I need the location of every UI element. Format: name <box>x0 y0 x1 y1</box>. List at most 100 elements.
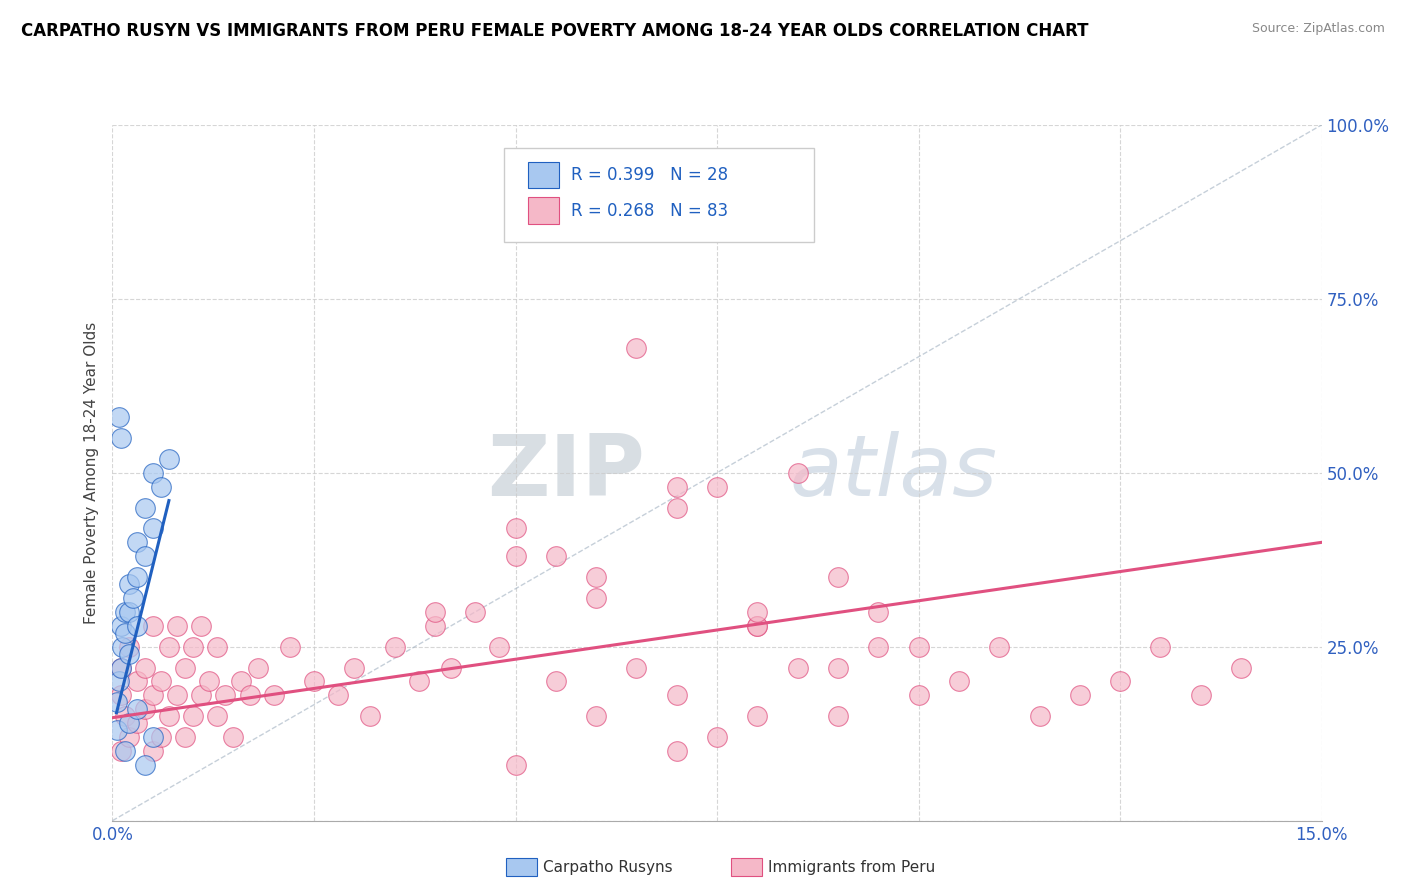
Point <box>786 660 808 674</box>
Point <box>263 689 285 703</box>
Point <box>1189 689 1212 703</box>
Point <box>488 640 510 654</box>
Point <box>181 709 204 723</box>
Point <box>142 730 165 744</box>
Point <box>117 647 139 661</box>
Point <box>134 549 156 564</box>
Point <box>149 730 172 744</box>
Point <box>246 660 269 674</box>
Point <box>505 758 527 772</box>
Point <box>302 674 325 689</box>
Point <box>142 619 165 633</box>
Point <box>827 570 849 584</box>
Point <box>125 535 148 549</box>
Point <box>440 660 463 674</box>
Point <box>1149 640 1171 654</box>
Point <box>343 660 366 674</box>
Point <box>423 619 446 633</box>
Point <box>110 660 132 674</box>
Point <box>207 709 229 723</box>
Point <box>1069 689 1091 703</box>
Point <box>1230 660 1253 674</box>
Point <box>948 674 970 689</box>
Point <box>222 730 245 744</box>
Point <box>988 640 1011 654</box>
Point <box>117 605 139 619</box>
Point <box>117 730 139 744</box>
Point <box>174 660 197 674</box>
Point <box>238 689 260 703</box>
Point <box>105 695 128 709</box>
Point <box>134 758 156 772</box>
Text: ZIP: ZIP <box>486 431 644 515</box>
Point <box>114 605 136 619</box>
Point <box>142 466 165 480</box>
Text: Immigrants from Peru: Immigrants from Peru <box>768 860 935 874</box>
Point <box>868 640 890 654</box>
Point <box>110 431 132 445</box>
Point <box>125 702 148 716</box>
Point <box>626 341 648 355</box>
Text: R = 0.399   N = 28: R = 0.399 N = 28 <box>571 166 728 184</box>
Text: atlas: atlas <box>790 431 998 515</box>
Point <box>544 674 567 689</box>
Point <box>464 605 486 619</box>
Point <box>114 744 136 758</box>
Point <box>157 451 180 466</box>
Point <box>117 577 139 591</box>
Point <box>166 619 188 633</box>
Point <box>827 709 849 723</box>
Text: CARPATHO RUSYN VS IMMIGRANTS FROM PERU FEMALE POVERTY AMONG 18-24 YEAR OLDS CORR: CARPATHO RUSYN VS IMMIGRANTS FROM PERU F… <box>21 22 1088 40</box>
Point <box>142 521 165 535</box>
Point <box>665 480 688 494</box>
Point <box>827 660 849 674</box>
Point <box>706 480 728 494</box>
Point <box>278 640 301 654</box>
Y-axis label: Female Poverty Among 18-24 Year Olds: Female Poverty Among 18-24 Year Olds <box>83 322 98 624</box>
Point <box>157 640 180 654</box>
Point <box>142 689 165 703</box>
Point <box>747 619 769 633</box>
Point <box>108 410 131 425</box>
Point <box>111 640 134 654</box>
Point <box>747 619 769 633</box>
Point <box>207 640 229 654</box>
Point <box>505 549 527 564</box>
Point <box>231 674 253 689</box>
Point <box>110 744 132 758</box>
Point <box>585 709 607 723</box>
Point <box>125 716 148 731</box>
Point <box>198 674 221 689</box>
Point <box>1109 674 1132 689</box>
Point <box>359 709 381 723</box>
Point <box>110 689 132 703</box>
Point <box>786 466 808 480</box>
Text: R = 0.268   N = 83: R = 0.268 N = 83 <box>571 202 728 219</box>
Point <box>125 674 148 689</box>
Point <box>505 521 527 535</box>
Point <box>423 605 446 619</box>
Point <box>190 619 212 633</box>
Point <box>706 730 728 744</box>
Point <box>214 689 236 703</box>
Point <box>1028 709 1050 723</box>
Point <box>384 640 406 654</box>
Point <box>665 500 688 515</box>
Point <box>117 716 139 731</box>
Point <box>125 570 148 584</box>
Point <box>181 640 204 654</box>
Point <box>121 591 143 605</box>
Point <box>117 640 139 654</box>
Point <box>149 674 172 689</box>
Point <box>190 689 212 703</box>
Point <box>665 689 688 703</box>
Point <box>747 709 769 723</box>
Point <box>108 674 131 689</box>
Point <box>585 570 607 584</box>
Text: Carpatho Rusyns: Carpatho Rusyns <box>543 860 672 874</box>
Point <box>665 744 688 758</box>
Point <box>544 549 567 564</box>
Point <box>110 619 132 633</box>
Point <box>907 640 929 654</box>
Point <box>328 689 350 703</box>
